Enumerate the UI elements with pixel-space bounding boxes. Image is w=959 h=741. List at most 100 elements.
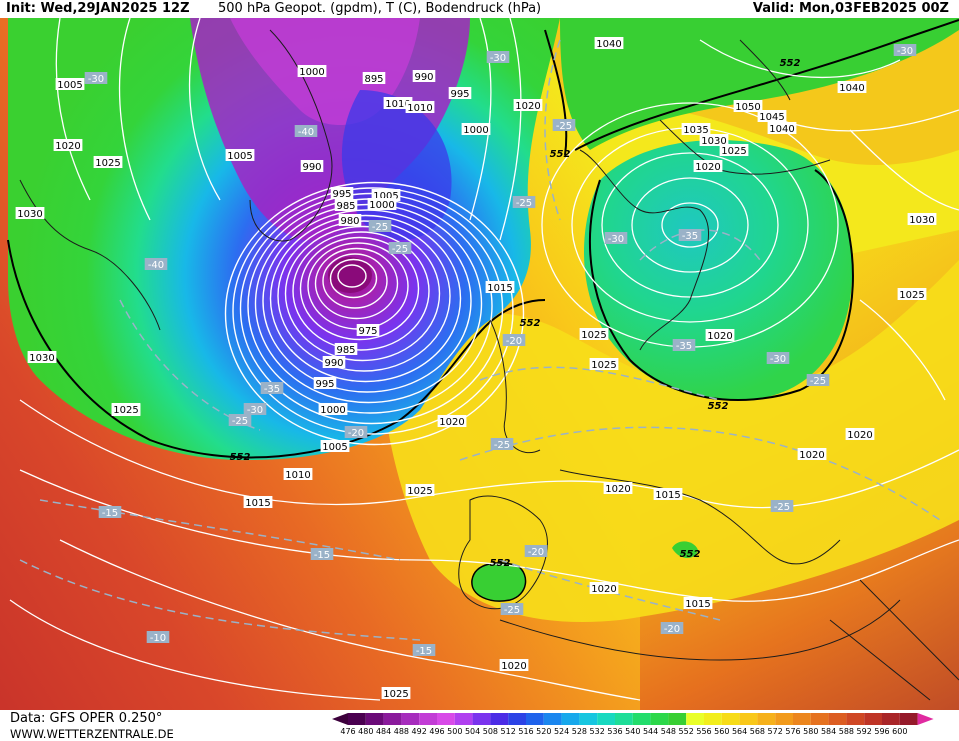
temperature-label: -30: [490, 53, 506, 64]
pressure-label: 1020: [707, 331, 732, 342]
pressure-label: 1005: [322, 442, 347, 453]
pressure-label-bg: [767, 122, 797, 134]
height-552-label: 552: [708, 401, 729, 412]
pressure-label-bg: [733, 100, 763, 112]
temperature-label-bg: [512, 196, 536, 208]
temperature-label: -20: [664, 624, 680, 635]
colorbar-tick: 548: [660, 727, 677, 736]
temperature-labels: -30-40-40-35-30-30-25-25-25-20-20-35-30-…: [84, 44, 917, 657]
pressure-labels: 1005102010251030103010251000100599099598…: [15, 37, 937, 700]
pressure-label: 990: [414, 72, 433, 83]
colorbar-swatch: [828, 713, 847, 725]
temperature-label: -20: [348, 428, 364, 439]
pressure-label: 1015: [685, 599, 710, 610]
line-552-baltic: [589, 169, 854, 401]
temperature-label: -30: [897, 46, 913, 57]
map-footer: Data: GFS OPER 0.250° WWW.WETTERZENTRALE…: [0, 710, 959, 741]
init-time: Init: Wed,29JAN2025 12Z: [6, 1, 190, 16]
colorbar-tick: 556: [696, 727, 712, 736]
pressure-label: 1030: [701, 136, 726, 147]
pressure-label: 1025: [113, 405, 138, 416]
height-552-label: 552: [550, 149, 571, 160]
pressure-label-bg: [318, 403, 348, 415]
colorbar-tick: 568: [749, 727, 766, 736]
colorbar-tick: 476: [340, 727, 356, 736]
italy-cutoff: [672, 541, 698, 558]
colorbar-swatch: [490, 713, 509, 725]
temperature-label-bg: [228, 414, 252, 426]
pressure-label-bg: [55, 78, 85, 90]
temperature-label-bg: [486, 51, 510, 63]
pressure-label: 1020: [799, 450, 824, 461]
baltic-cold-pool: [583, 140, 853, 400]
temperature-label-bg: [660, 622, 684, 634]
pressure-label: 1005: [373, 191, 398, 202]
pressure-label-bg: [485, 281, 515, 293]
colorbar-swatch: [704, 713, 722, 725]
temperature-label-bg: [144, 258, 168, 270]
colorbar-swatch: [882, 713, 900, 725]
pressure-label: 1005: [57, 80, 82, 91]
pressure-label: 1030: [29, 353, 54, 364]
pressure-label-bg: [693, 160, 723, 172]
pressure-label: 1050: [735, 102, 760, 113]
colorbar-swatch: [472, 713, 491, 725]
colorbar-tick: 536: [607, 727, 623, 736]
pressure-label: 1040: [839, 83, 864, 94]
temperature-label: -30: [770, 354, 786, 365]
pressure-label: 1020: [55, 141, 80, 152]
colorbar-tick: 520: [536, 727, 552, 736]
colorbar-tick: 572: [767, 727, 783, 736]
height-labels: 552 552 552 552 552 552 552: [230, 58, 801, 569]
colorbar-swatch: [437, 713, 455, 725]
colorbar-tick: 588: [838, 727, 855, 736]
colorbar-tick: 532: [589, 727, 605, 736]
colorbar-swatch: [650, 713, 669, 725]
pressure-label: 1020: [605, 484, 630, 495]
pressure-label-bg: [243, 496, 273, 508]
pressure-label-bg: [461, 123, 491, 135]
pressure-label-bg: [283, 468, 313, 480]
temperature-label: -15: [416, 646, 432, 657]
colorbar-tick: 596: [874, 727, 890, 736]
colorbar-arrow-left: [332, 713, 348, 725]
coastlines: [19, 29, 959, 701]
line-552-north: [544, 29, 568, 156]
colorbar-tick: 480: [358, 727, 374, 736]
temperature-label-bg: [672, 339, 696, 351]
pressure-label: 1000: [320, 405, 345, 416]
temperature-label-bg: [310, 548, 334, 560]
temperature-label-bg: [678, 229, 702, 241]
isobars-low: [224, 181, 525, 446]
temperature-label: -10: [150, 633, 166, 644]
colorbar-tick: 576: [785, 727, 801, 736]
pressure-label-bg: [579, 328, 609, 340]
colorbar-swatch: [383, 713, 402, 725]
pressure-label-bg: [330, 187, 354, 199]
temperature-label: -25: [392, 244, 408, 255]
colorbar-swatch: [348, 713, 366, 725]
colorbar-tick: 496: [429, 727, 445, 736]
colorbar-swatch: [454, 713, 473, 725]
colorbar-swatch: [615, 713, 633, 725]
pressure-label-bg: [499, 659, 529, 671]
data-source: Data: GFS OPER 0.250°: [10, 711, 163, 726]
pressure-label-bg: [681, 123, 711, 135]
temperature-label: -15: [314, 550, 330, 561]
temperature-label-bg: [770, 500, 794, 512]
pressure-label: 1015: [245, 498, 270, 509]
pressure-label-bg: [300, 160, 324, 172]
temperature-label-bg: [502, 334, 526, 346]
pressure-label: 995: [315, 379, 334, 390]
colorbar-tick: 512: [500, 727, 516, 736]
pressure-label-bg: [334, 343, 358, 355]
colorbar-tick: 484: [375, 727, 392, 736]
pressure-label: 1010: [285, 470, 310, 481]
temperature-label-bg: [500, 603, 524, 615]
pressure-label: 1020: [591, 584, 616, 595]
pressure-label: 1010: [407, 103, 432, 114]
pressure-label: 980: [340, 216, 359, 227]
yellow-belt: [380, 260, 959, 622]
colorbar-tick: 516: [518, 727, 534, 736]
